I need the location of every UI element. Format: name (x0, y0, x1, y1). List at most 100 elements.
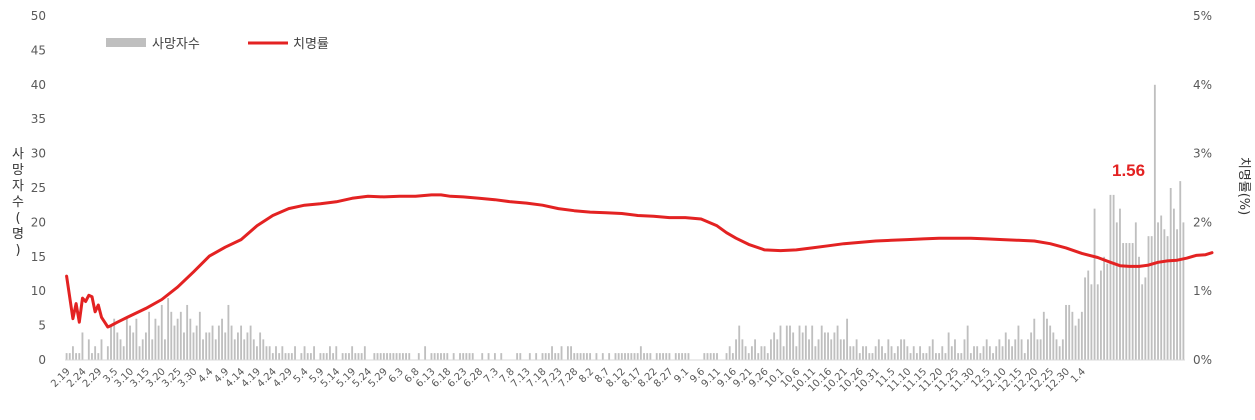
death-bar (1030, 332, 1033, 360)
death-bar (900, 339, 902, 360)
death-bar (747, 353, 750, 360)
death-bar (189, 318, 192, 360)
death-bar (246, 332, 249, 360)
death-bar (217, 325, 220, 360)
death-bar (249, 325, 252, 360)
y-right-tick-label: 4% (1193, 78, 1212, 92)
death-bar (960, 353, 963, 360)
legend-swatch-deaths (106, 38, 146, 47)
death-bar (716, 353, 718, 360)
death-bar (817, 339, 820, 360)
y-axis-right: 0% 1% 2% 3% 4% 5% (1193, 9, 1212, 367)
death-bar (589, 353, 592, 360)
death-bar (1131, 243, 1134, 360)
death-bar (424, 346, 427, 360)
death-bar (481, 353, 484, 360)
death-bar (1144, 277, 1147, 360)
death-bar (608, 353, 611, 360)
death-bar (332, 353, 335, 360)
death-bar (627, 353, 630, 360)
death-bar (1011, 346, 1013, 360)
death-bar (544, 353, 547, 360)
death-bar (535, 353, 538, 360)
death-bar (674, 353, 677, 360)
death-bar (1074, 325, 1077, 360)
death-bar (265, 346, 268, 360)
death-bar (1049, 325, 1052, 360)
death-bar (363, 346, 366, 360)
death-bar (862, 346, 864, 360)
death-bar (649, 353, 652, 360)
death-bar (1115, 222, 1118, 360)
death-bar (436, 353, 439, 360)
death-bar (405, 353, 407, 360)
death-bar (401, 353, 404, 360)
death-bar (874, 346, 877, 360)
death-bar (287, 353, 290, 360)
death-bar (776, 339, 779, 360)
death-bar (268, 346, 271, 360)
death-bar (208, 332, 211, 360)
death-bar (1182, 222, 1185, 360)
death-bar (763, 346, 766, 360)
death-bar (633, 353, 636, 360)
death-bar (1080, 311, 1083, 360)
death-bar (868, 353, 871, 360)
y-right-tick-label: 2% (1193, 215, 1212, 229)
death-bar (890, 346, 893, 360)
death-bar (789, 325, 791, 360)
y-right-tick-label: 1% (1193, 284, 1212, 298)
death-bar (1061, 339, 1064, 360)
death-bar (1093, 208, 1096, 360)
death-bar (849, 346, 852, 360)
y-left-tick-label: 35 (31, 112, 46, 126)
death-bar (300, 353, 303, 360)
death-bar (211, 325, 214, 360)
death-bar (957, 353, 960, 360)
death-bar (582, 353, 585, 360)
legend-label-deaths: 사망자수 (152, 37, 200, 52)
death-bar (1065, 304, 1067, 360)
x-tick-label: 1.4 (1069, 366, 1088, 385)
death-bar (728, 346, 731, 360)
death-bar (782, 346, 785, 360)
death-bar (941, 346, 944, 360)
death-bar (995, 346, 998, 360)
death-bar (586, 353, 588, 360)
death-bar (1042, 311, 1045, 360)
death-bar (408, 353, 411, 360)
death-bar (376, 353, 379, 360)
x-tick-label: 5.4 (292, 366, 311, 385)
death-bar (116, 332, 119, 360)
death-bar (687, 353, 690, 360)
death-bar (681, 353, 684, 360)
death-bar (151, 339, 154, 360)
death-bar (65, 353, 68, 360)
death-bar (471, 353, 474, 360)
death-bar (233, 339, 236, 360)
death-bar (160, 304, 163, 360)
death-bar (947, 332, 950, 360)
death-bar (1160, 215, 1163, 360)
death-bar (72, 346, 74, 360)
death-bar (440, 353, 442, 360)
y-left-tick-label: 10 (31, 284, 46, 298)
death-bar (919, 346, 921, 360)
death-bar (893, 353, 896, 360)
death-bar (982, 346, 985, 360)
death-bar (1119, 208, 1121, 360)
x-axis: 2.192.242.293.53.103.153.203.253.304.44.… (49, 359, 1185, 394)
death-bar (259, 332, 262, 360)
death-bar (252, 339, 255, 360)
death-bar (668, 353, 671, 360)
death-bar (389, 353, 392, 360)
death-bar (373, 353, 376, 360)
death-bar (931, 339, 934, 360)
death-bar (129, 325, 131, 360)
death-bar (354, 353, 357, 360)
death-bar (785, 325, 788, 360)
y-right-tick-label: 5% (1193, 9, 1212, 23)
death-bar (192, 332, 195, 360)
death-bar (973, 346, 975, 360)
death-bar (684, 353, 687, 360)
